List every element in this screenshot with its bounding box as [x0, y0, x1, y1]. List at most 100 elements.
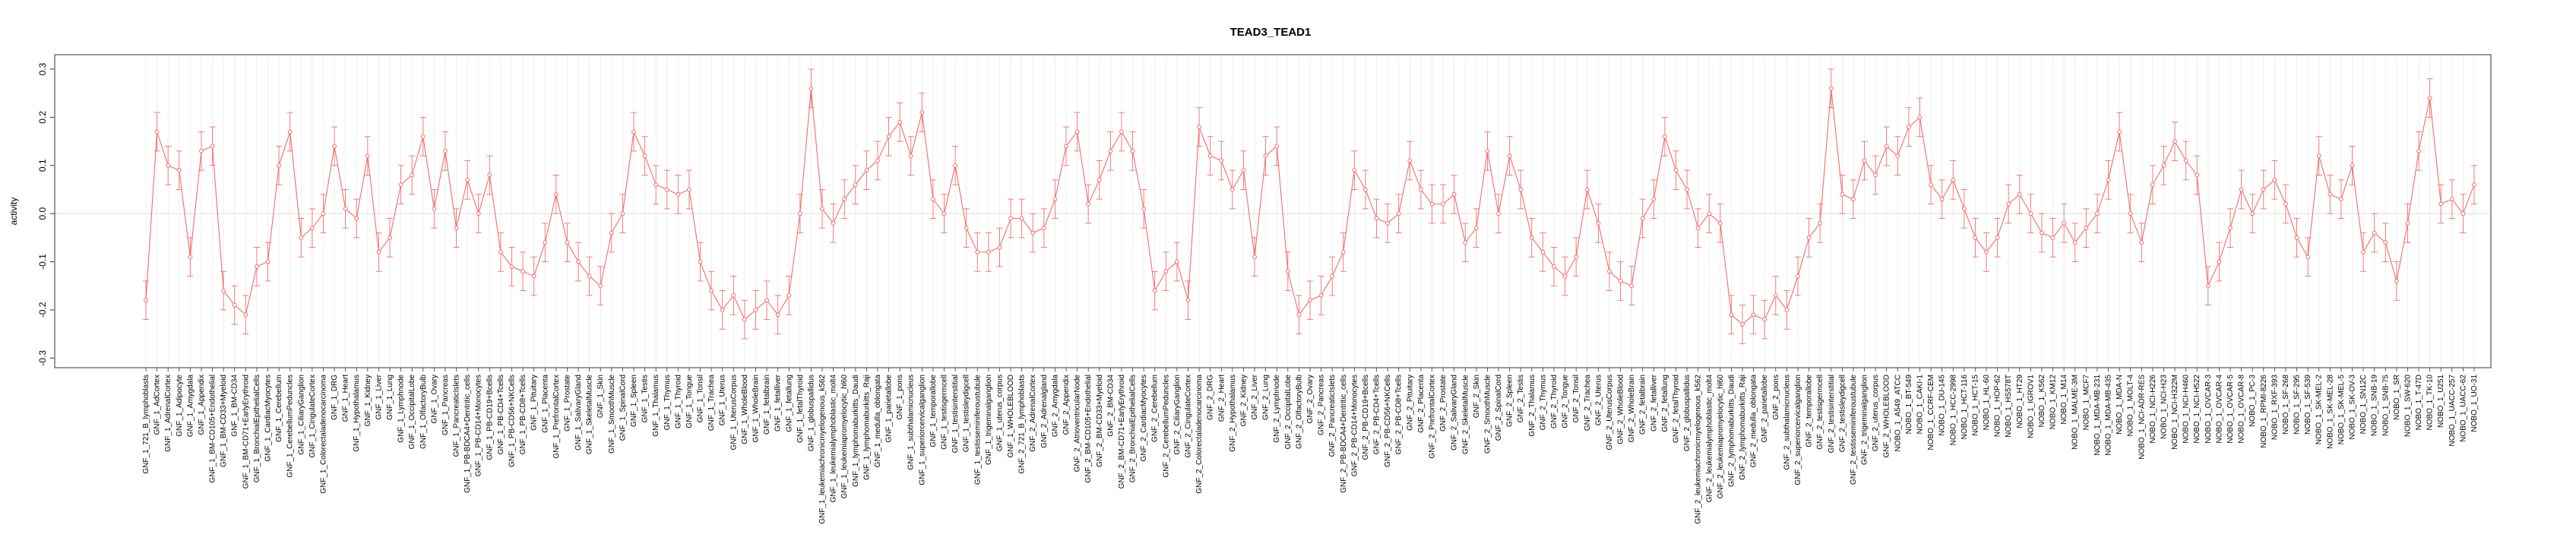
data-point	[698, 259, 703, 264]
data-point	[465, 177, 470, 182]
data-point	[1340, 249, 1346, 255]
x-tick-label: NOBO_1_MDA-N	[2116, 375, 2124, 435]
x-tick-label: GNF_2_Uterus	[1594, 375, 1603, 425]
x-tick-label: NOBO_1_CAKI-1	[1916, 375, 1924, 435]
x-tick-label: GNF_1_WHOLEBLOOD	[1007, 375, 1015, 457]
x-tick-label: GNF_2_BM-CD71+EarlyErythroid	[1118, 375, 1126, 489]
y-tick-label: 0.3	[37, 62, 48, 75]
x-tick-label: GNF_1_PancreaticIslets	[453, 375, 461, 457]
x-tick-label: NOBO_1_K562	[2038, 375, 2046, 428]
data-point	[709, 288, 714, 293]
x-tick-label: NOBO_1_MDA-MB-435	[2105, 375, 2113, 456]
data-point	[2139, 240, 2144, 245]
x-tick-label: GNF_2_Colorectaladenocarcinoma	[1195, 375, 1204, 494]
x-tick-label: GNF_1_pons	[896, 375, 904, 419]
x-tick-label: GNF_2_leukemiapromyelocytic_hl60	[1717, 375, 1725, 499]
data-point	[853, 182, 858, 188]
data-point	[1263, 153, 1268, 159]
x-tick-label: GNF_2_leukemiachronicmyelogenous_k562	[1695, 375, 1703, 524]
data-point	[642, 153, 647, 159]
data-point	[1596, 220, 1601, 226]
x-tick-label: NOBO_1_M14	[2060, 375, 2068, 425]
x-tick-label: GNF_1_Lung	[386, 375, 394, 420]
x-tick-label: GNF_2_testisseminiferoustubule	[1850, 375, 1858, 485]
x-tick-label: GNF_2_Trachea	[1584, 375, 1592, 432]
data-point	[144, 298, 148, 303]
x-tick-label: GNF_1_Kidney	[364, 375, 372, 426]
data-point	[1108, 148, 1113, 153]
data-point	[842, 197, 847, 202]
data-point	[410, 172, 415, 178]
data-point	[2261, 187, 2266, 192]
x-tick-label: GNF_2_PB-BDCA4+Dentritic_cells	[1340, 375, 1348, 493]
x-tick-label: NOBO_1_A549_ATCC	[1894, 375, 1902, 452]
x-tick-label: GNF_1_Placenta	[541, 375, 549, 433]
x-tick-label: NOBO_1_HCT-116	[1960, 375, 1969, 440]
data-point	[1973, 235, 1978, 240]
chart-title: TEAD3_TEAD1	[1230, 26, 1312, 39]
data-point	[443, 148, 448, 153]
y-axis-title: activity	[8, 198, 19, 226]
x-tick-label: GNF_2_Tonsil	[1572, 375, 1581, 422]
data-point	[2205, 283, 2210, 289]
x-tick-label: GNF_2_CerebellumPeduncles	[1162, 375, 1170, 478]
data-point	[2438, 201, 2444, 207]
x-tick-label: GNF_1_temporallobe	[929, 375, 938, 447]
data-point	[154, 129, 160, 134]
x-tick-label: GNF_1_testisgermcell	[941, 375, 949, 450]
data-point	[1906, 125, 1911, 129]
data-point	[1041, 226, 1046, 231]
data-point	[2294, 235, 2299, 240]
x-tick-label: GNF_1_AdCortex	[153, 375, 162, 435]
x-tick-label: GNF_2_PB-CD56+NKCells	[1384, 375, 1392, 467]
x-tick-label: NOBO_1_SK-MEL-5	[2337, 375, 2346, 445]
x-tick-label: GNF_2_fetalThyroid	[1672, 375, 1680, 443]
data-point	[687, 187, 691, 192]
data-point	[875, 158, 880, 163]
x-tick-label: GNF_2_SalivaryGland	[1451, 375, 1459, 451]
data-point	[809, 86, 814, 91]
data-point	[1274, 144, 1280, 149]
x-tick-label: GNF_2_Kidney	[1239, 375, 1248, 426]
data-point	[265, 259, 271, 264]
data-point	[1086, 201, 1091, 207]
x-tick-label: GNF_2_Amygdala	[1051, 375, 1059, 438]
data-point	[2062, 220, 2067, 226]
data-point	[1584, 187, 1590, 192]
x-tick-label: GNF_2_CingulateCortex	[1185, 375, 1193, 458]
data-point	[1673, 168, 1679, 173]
data-point	[1562, 274, 1568, 279]
data-point	[309, 226, 315, 231]
x-tick-label: GNF_2_parietallobe	[1761, 375, 1769, 443]
x-tick-label: GNF_2_Lung	[1262, 375, 1271, 420]
x-tick-label: GNF_1_Appendix	[198, 375, 206, 435]
x-tick-label: GNF_1_Adipocyte	[176, 375, 184, 437]
x-tick-label: GNF_2_SkeletalMuscle	[1461, 375, 1470, 454]
data-point	[1097, 177, 1102, 182]
x-tick-label: GNF_1_BM-CD71+EarlyErythroid	[242, 375, 250, 489]
data-point	[1961, 206, 1967, 211]
data-point	[1518, 187, 1524, 192]
x-tick-label: GNF_1_SpinalCord	[619, 375, 627, 441]
data-point	[2006, 201, 2011, 207]
data-point	[1685, 187, 1689, 192]
data-point	[1929, 182, 1933, 188]
x-tick-label: NOBO_1_NCI-H460	[2182, 375, 2191, 444]
data-point	[287, 129, 293, 134]
x-tick-label: GNF_1_SkeletalMuscle	[586, 375, 594, 454]
data-point	[986, 249, 991, 255]
x-tick-label: GNF_1_Trachea	[707, 375, 716, 432]
data-point	[931, 197, 935, 202]
data-point	[2305, 255, 2311, 260]
data-point	[1308, 298, 1312, 303]
data-point	[1884, 144, 1889, 149]
y-tick-label: 0.0	[37, 207, 48, 220]
x-tick-label: GNF_1_Skin	[597, 375, 605, 418]
x-tick-label: GNF_1_leukemialymphoblastic_molt4	[830, 375, 838, 503]
x-tick-label: GNF_2_trigeminalganglion	[1861, 375, 1869, 465]
data-point	[1374, 216, 1379, 221]
data-point	[1130, 148, 1135, 153]
data-point	[2183, 158, 2188, 163]
x-tick-label: GNF_1_Spleen	[630, 375, 638, 427]
data-point	[1607, 269, 1612, 274]
